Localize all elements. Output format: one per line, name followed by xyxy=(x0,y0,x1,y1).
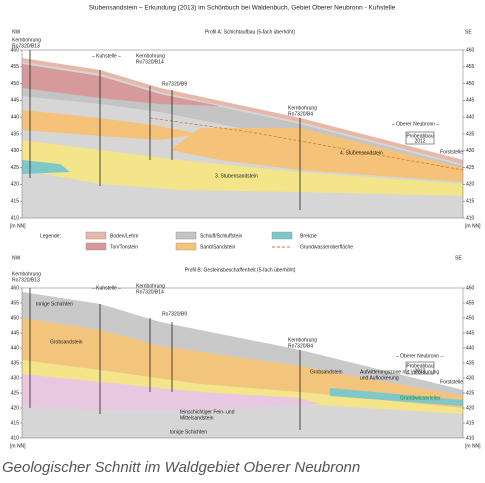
y-tick-label: 455 xyxy=(11,300,20,306)
y-tick-label: 435 xyxy=(466,360,475,366)
borehole-label: Ro7320/B9 xyxy=(162,81,187,87)
direction-se: SE xyxy=(465,29,472,35)
borehole-label: Ro7320/B14 xyxy=(136,289,164,295)
y-tick-label: 430 xyxy=(11,375,20,381)
y-tick-label: 415 xyxy=(11,199,20,205)
direction-nw: NW xyxy=(12,255,21,261)
y-tick-label: 445 xyxy=(466,330,475,336)
y-tick-label: 425 xyxy=(11,390,20,396)
y-tick-label: 455 xyxy=(466,64,475,70)
legend-title: Legende: xyxy=(40,233,61,239)
legend-label: Schluff/Schluffstein xyxy=(200,233,243,239)
profile-title: Profil A: Schichtaufbau (5-fach überhöht… xyxy=(205,29,295,35)
y-tick-label: 410 xyxy=(11,215,20,221)
y-tick-label: 415 xyxy=(11,420,20,426)
y-tick-label: 460 xyxy=(11,285,20,291)
legend-label: Boden/Lehm xyxy=(110,233,138,239)
site-label: Forststelle xyxy=(440,149,463,155)
borehole-label: Ro7320/B4 xyxy=(288,343,313,349)
legend-label: Ton/Tonstein xyxy=(110,244,138,250)
y-tick-label: 420 xyxy=(11,182,20,188)
y-tick-label: 430 xyxy=(466,148,475,154)
site-label: Forststelle xyxy=(440,379,463,385)
y-tick-label: 435 xyxy=(11,131,20,137)
y-tick-label: 430 xyxy=(466,375,475,381)
y-tick-label: 415 xyxy=(466,199,475,205)
y-tick-label: 440 xyxy=(466,345,475,351)
layer-label: Grundwasserleiter xyxy=(400,395,441,401)
caption: Geologischer Schnitt im Waldgebiet Obere… xyxy=(2,459,360,476)
y-tick-label: 445 xyxy=(11,98,20,104)
geologic-section: Stubensandstein – Erkundung (2013) im Sc… xyxy=(0,0,485,483)
layer-label: tonige Schichten xyxy=(170,429,207,435)
layer-label: tonige Schichten xyxy=(36,301,73,307)
y-tick-label: 410 xyxy=(466,435,475,441)
site-label: – Kuhstelle – xyxy=(92,53,121,59)
legend-label: Brekzie xyxy=(300,233,317,239)
y-tick-label: 455 xyxy=(466,300,475,306)
borehole-label: Ro7320/B14 xyxy=(136,59,164,65)
layer-label: 4. Stubensandstein xyxy=(340,150,383,156)
legend-label: Grundwasseroberfläche xyxy=(300,244,353,250)
axis-unit: [m NN] xyxy=(465,223,481,229)
site-label: – Kuhstelle – xyxy=(92,285,121,291)
y-tick-label: 420 xyxy=(466,405,475,411)
axis-unit: [m NN] xyxy=(465,443,481,449)
y-tick-label: 440 xyxy=(11,115,20,121)
y-tick-label: 460 xyxy=(11,47,20,53)
y-tick-label: 445 xyxy=(466,98,475,104)
y-tick-label: 460 xyxy=(466,47,475,53)
borehole-label: Ro7320/B13 xyxy=(12,277,40,283)
y-tick-label: 450 xyxy=(466,315,475,321)
direction-se: SE xyxy=(455,255,462,261)
y-tick-label: 460 xyxy=(466,285,475,291)
borehole-label: Ro7320/B4 xyxy=(288,111,313,117)
y-tick-label: 450 xyxy=(466,81,475,87)
legend-swatch xyxy=(86,243,106,250)
y-tick-label: 455 xyxy=(11,64,20,70)
legend-swatch xyxy=(176,243,196,250)
borehole-label: Ro7320/B9 xyxy=(162,311,187,317)
y-tick-label: 425 xyxy=(11,165,20,171)
legend-label: Sand/Sandstein xyxy=(200,244,236,250)
y-tick-label: 420 xyxy=(11,405,20,411)
main-title: Stubensandstein – Erkundung (2013) im Sc… xyxy=(89,5,396,12)
site-label: – Oberer Neubronn – xyxy=(392,121,439,127)
legend: Legende: Boden/Lehm Ton/Tonstein Schluff… xyxy=(40,232,353,250)
y-tick-label: 450 xyxy=(11,315,20,321)
profile-title: Profil B: Gesteinsbeschaffenheit (5-fach… xyxy=(185,267,296,273)
layer-label: Grobsandstein xyxy=(50,339,83,345)
legend-swatch xyxy=(86,232,106,239)
axis-unit: [m NN] xyxy=(10,443,26,449)
axis-unit: [m NN] xyxy=(10,223,26,229)
y-tick-label: 415 xyxy=(466,420,475,426)
layer-label: Grobsandstein xyxy=(310,369,343,375)
y-tick-label: 440 xyxy=(466,115,475,121)
y-tick-label: 450 xyxy=(11,81,20,87)
y-tick-label: 425 xyxy=(466,390,475,396)
layer-label: Mittelsandstein xyxy=(180,415,214,421)
site-label: – Oberer Neubronn – xyxy=(396,353,443,359)
legend-swatch xyxy=(176,232,196,239)
y-tick-label: 420 xyxy=(466,182,475,188)
y-tick-label: 410 xyxy=(466,215,475,221)
y-tick-label: 445 xyxy=(11,330,20,336)
y-tick-label: 435 xyxy=(466,131,475,137)
layer-label: und Auflockerung xyxy=(360,375,399,381)
direction-nw: NW xyxy=(12,29,21,35)
profile-b: NW SE Profil B: Gesteinsbeschaffenheit (… xyxy=(10,255,481,449)
profile-a: NW SE Profil A: Schichtaufbau (5-fach üb… xyxy=(10,29,481,229)
legend-swatch xyxy=(272,232,292,239)
y-tick-label: 440 xyxy=(11,345,20,351)
y-tick-label: 425 xyxy=(466,165,475,171)
layer-label: 3. Stubensandstein xyxy=(215,173,258,179)
y-tick-label: 435 xyxy=(11,360,20,366)
y-tick-label: 410 xyxy=(11,435,20,441)
y-tick-label: 430 xyxy=(11,148,20,154)
quarry-year: 2012 xyxy=(414,138,425,144)
